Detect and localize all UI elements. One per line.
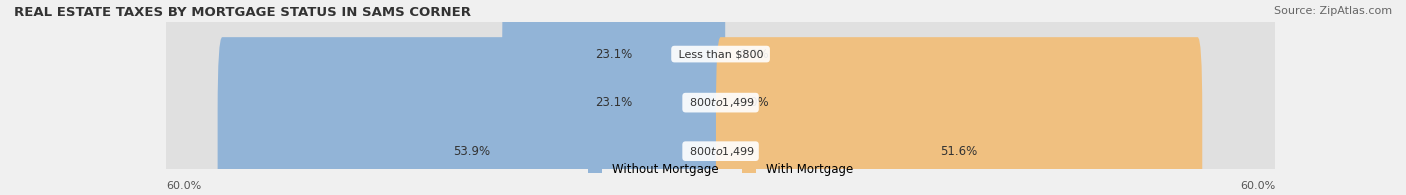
FancyBboxPatch shape (166, 109, 721, 193)
FancyBboxPatch shape (502, 0, 725, 195)
Text: 51.6%: 51.6% (941, 145, 977, 158)
FancyBboxPatch shape (166, 12, 721, 96)
FancyBboxPatch shape (720, 61, 1275, 144)
Text: 23.1%: 23.1% (595, 96, 633, 109)
FancyBboxPatch shape (166, 61, 721, 144)
FancyBboxPatch shape (720, 12, 1275, 96)
Text: Source: ZipAtlas.com: Source: ZipAtlas.com (1274, 6, 1392, 16)
Text: $800 to $1,499: $800 to $1,499 (686, 145, 755, 158)
FancyBboxPatch shape (502, 0, 725, 168)
FancyBboxPatch shape (720, 109, 1275, 193)
Text: 53.9%: 53.9% (453, 145, 489, 158)
Text: REAL ESTATE TAXES BY MORTGAGE STATUS IN SAMS CORNER: REAL ESTATE TAXES BY MORTGAGE STATUS IN … (14, 6, 471, 19)
Text: $800 to $1,499: $800 to $1,499 (686, 96, 755, 109)
Legend: Without Mortgage, With Mortgage: Without Mortgage, With Mortgage (583, 158, 858, 181)
Text: 0.0%: 0.0% (740, 48, 769, 61)
Text: 23.1%: 23.1% (595, 48, 633, 61)
Text: Less than $800: Less than $800 (675, 49, 766, 59)
Text: 60.0%: 60.0% (166, 181, 201, 191)
Text: 60.0%: 60.0% (1240, 181, 1275, 191)
FancyBboxPatch shape (716, 37, 1202, 195)
FancyBboxPatch shape (218, 37, 725, 195)
Text: 0.0%: 0.0% (740, 96, 769, 109)
